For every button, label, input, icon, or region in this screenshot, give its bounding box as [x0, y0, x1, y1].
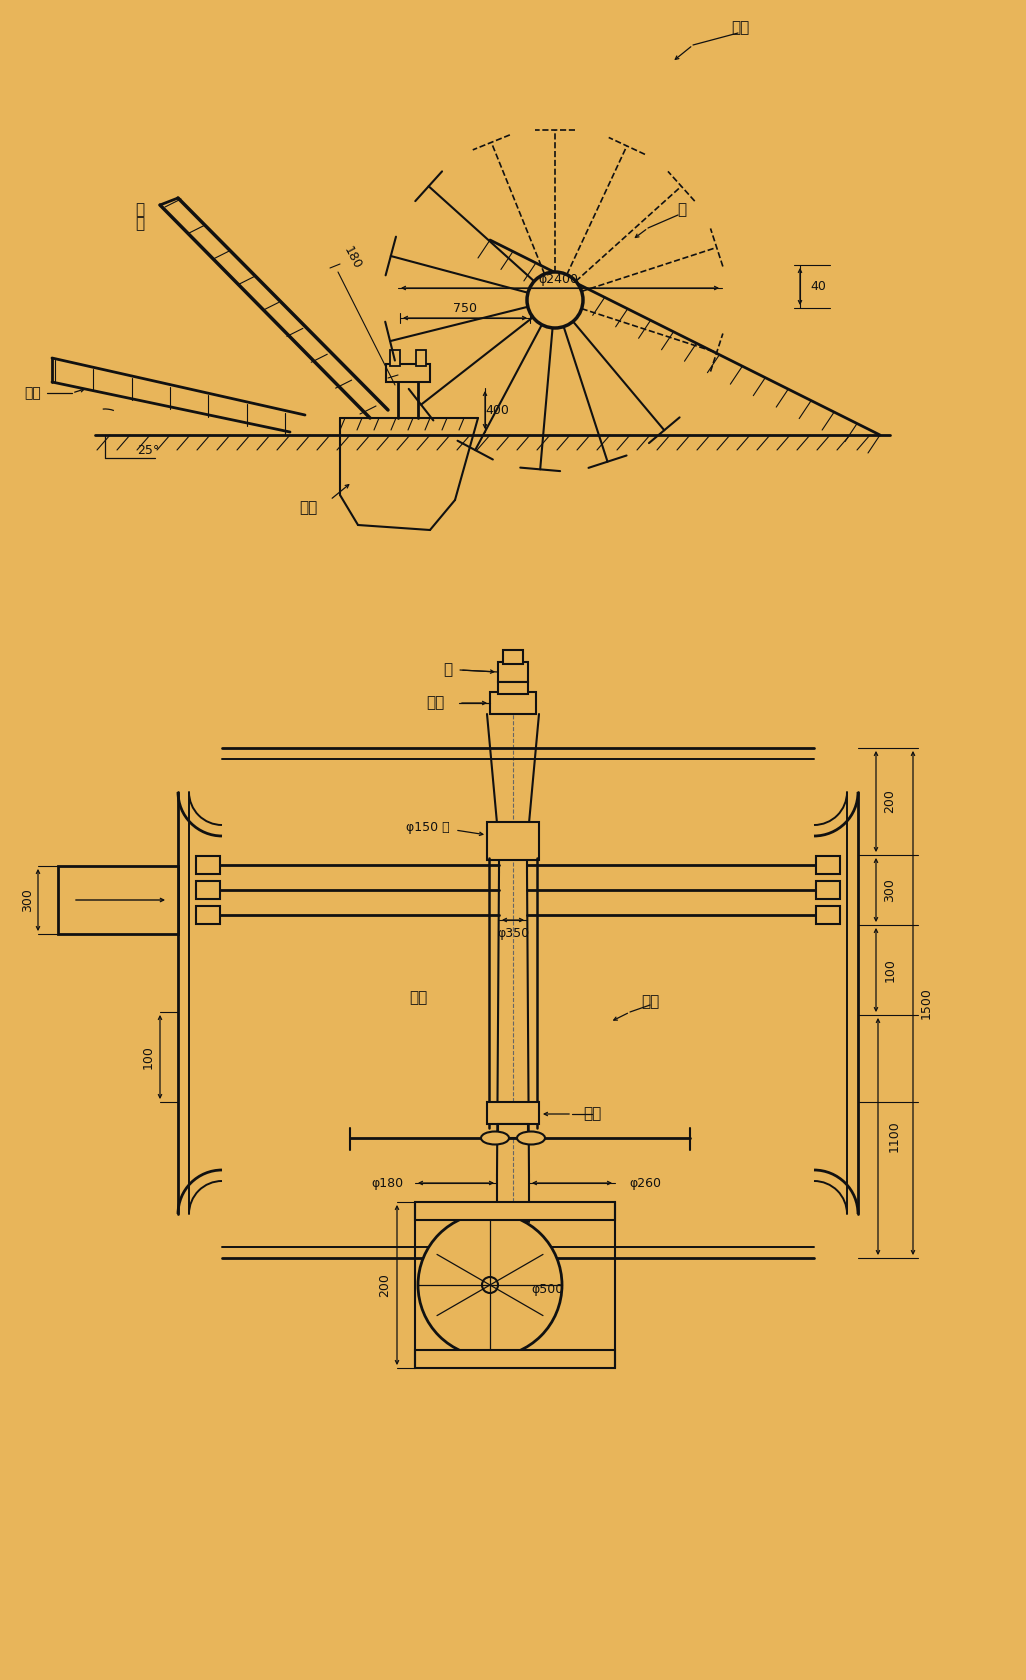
Bar — [498, 1124, 528, 1137]
Bar — [498, 682, 528, 694]
Text: 杫: 杫 — [135, 203, 145, 217]
Text: 300: 300 — [22, 889, 35, 912]
Text: 100: 100 — [142, 1045, 155, 1068]
Bar — [487, 822, 539, 860]
Bar — [386, 365, 430, 381]
Ellipse shape — [481, 1132, 509, 1144]
Text: φ2400: φ2400 — [538, 272, 578, 286]
Text: 碎杆: 碎杆 — [409, 991, 427, 1006]
Bar — [498, 662, 528, 682]
Text: 轴: 轴 — [443, 662, 452, 677]
Bar — [196, 906, 220, 924]
Text: 臼: 臼 — [135, 217, 145, 232]
Text: φ260: φ260 — [629, 1176, 661, 1189]
Text: 轴座: 轴座 — [426, 696, 444, 711]
Bar — [415, 1351, 615, 1368]
Text: 凸杆: 凸杆 — [641, 995, 659, 1010]
Bar — [816, 857, 840, 874]
Text: 支轴: 支轴 — [583, 1107, 601, 1122]
Text: 水流: 水流 — [299, 501, 317, 516]
Text: 200: 200 — [379, 1273, 392, 1297]
Text: 400: 400 — [485, 403, 509, 417]
Text: 100: 100 — [883, 958, 897, 981]
Circle shape — [527, 272, 583, 328]
Circle shape — [482, 1277, 498, 1294]
Ellipse shape — [517, 1132, 545, 1144]
Bar — [816, 880, 840, 899]
Text: φ150 橆: φ150 橆 — [406, 822, 449, 835]
Bar — [58, 865, 177, 934]
Text: 40: 40 — [811, 279, 826, 292]
Text: 25°: 25° — [136, 445, 159, 457]
Bar — [196, 880, 220, 899]
Circle shape — [418, 1213, 562, 1357]
Text: 叶片: 叶片 — [731, 20, 749, 35]
Text: 750: 750 — [453, 301, 477, 314]
Bar — [816, 906, 840, 924]
Bar — [503, 650, 523, 664]
Bar — [415, 1201, 615, 1220]
Bar — [487, 1102, 539, 1124]
Text: 300: 300 — [883, 879, 897, 902]
Text: 水槽: 水槽 — [25, 386, 41, 400]
Bar — [499, 1221, 527, 1240]
Text: φ500: φ500 — [531, 1284, 564, 1297]
Bar — [416, 349, 426, 366]
Text: 1500: 1500 — [919, 988, 933, 1020]
Bar — [490, 692, 536, 714]
Text: φ350: φ350 — [497, 926, 529, 939]
Text: 200: 200 — [883, 790, 897, 813]
Text: 180: 180 — [341, 244, 363, 272]
Text: 1100: 1100 — [887, 1121, 901, 1152]
Bar — [390, 349, 400, 366]
Text: 橆: 橆 — [677, 203, 686, 217]
Bar — [196, 857, 220, 874]
Text: φ180: φ180 — [371, 1176, 403, 1189]
